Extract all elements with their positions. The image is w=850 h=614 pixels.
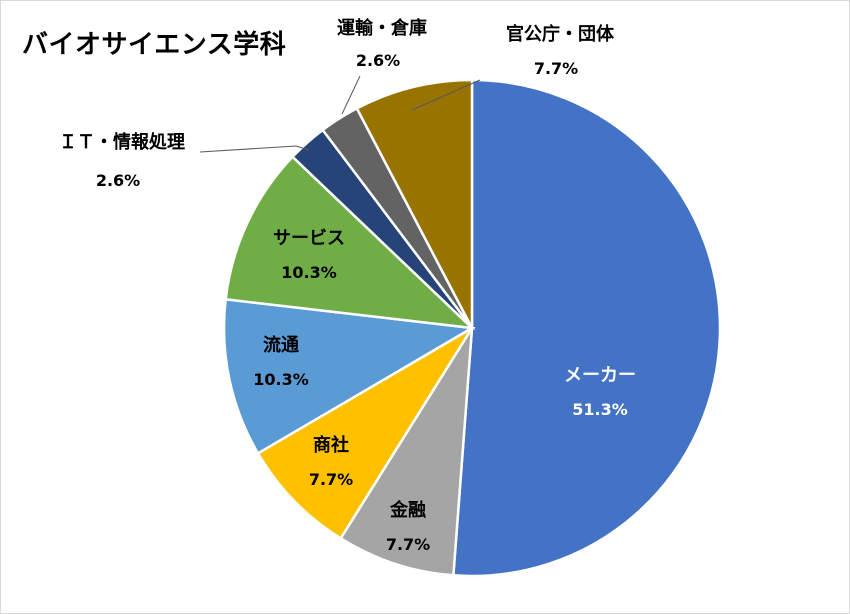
slice-value-3: 10.3% — [253, 370, 309, 389]
slice-value-4: 10.3% — [281, 263, 337, 282]
leader-line-7 — [411, 79, 481, 111]
slice-label-0: メーカー — [564, 365, 636, 386]
slice-value-5: 2.6% — [96, 171, 140, 190]
slice-value-6: 2.6% — [356, 51, 400, 70]
slice-label-6: 運輸・倉庫 — [337, 17, 427, 39]
slice-value-2: 7.7% — [309, 470, 353, 489]
leader-line-6 — [341, 75, 361, 115]
pie-slice-3 — [222, 297, 476, 456]
slice-label-5: ＩＴ・情報処理 — [59, 131, 185, 153]
slice-label-4: サービス — [273, 228, 345, 249]
leader-line-5 — [199, 145, 310, 153]
pie-slice-1 — [338, 327, 474, 577]
chart-title: バイオサイエンス学科 — [22, 30, 287, 60]
slice-label-3: 流通 — [263, 334, 299, 356]
pie-slice-2 — [256, 326, 474, 541]
slice-value-7: 7.7% — [534, 59, 578, 78]
pie-slice-4 — [224, 155, 476, 330]
slice-value-0: 51.3% — [572, 400, 628, 419]
pie-slice-0 — [452, 78, 722, 578]
slice-value-1: 7.7% — [386, 535, 430, 554]
pie-slice-7 — [355, 78, 474, 329]
slice-label-1: 金融 — [389, 499, 426, 521]
slice-label-2: 商社 — [313, 434, 349, 456]
slice-label-7: 官公庁・団体 — [506, 23, 615, 45]
